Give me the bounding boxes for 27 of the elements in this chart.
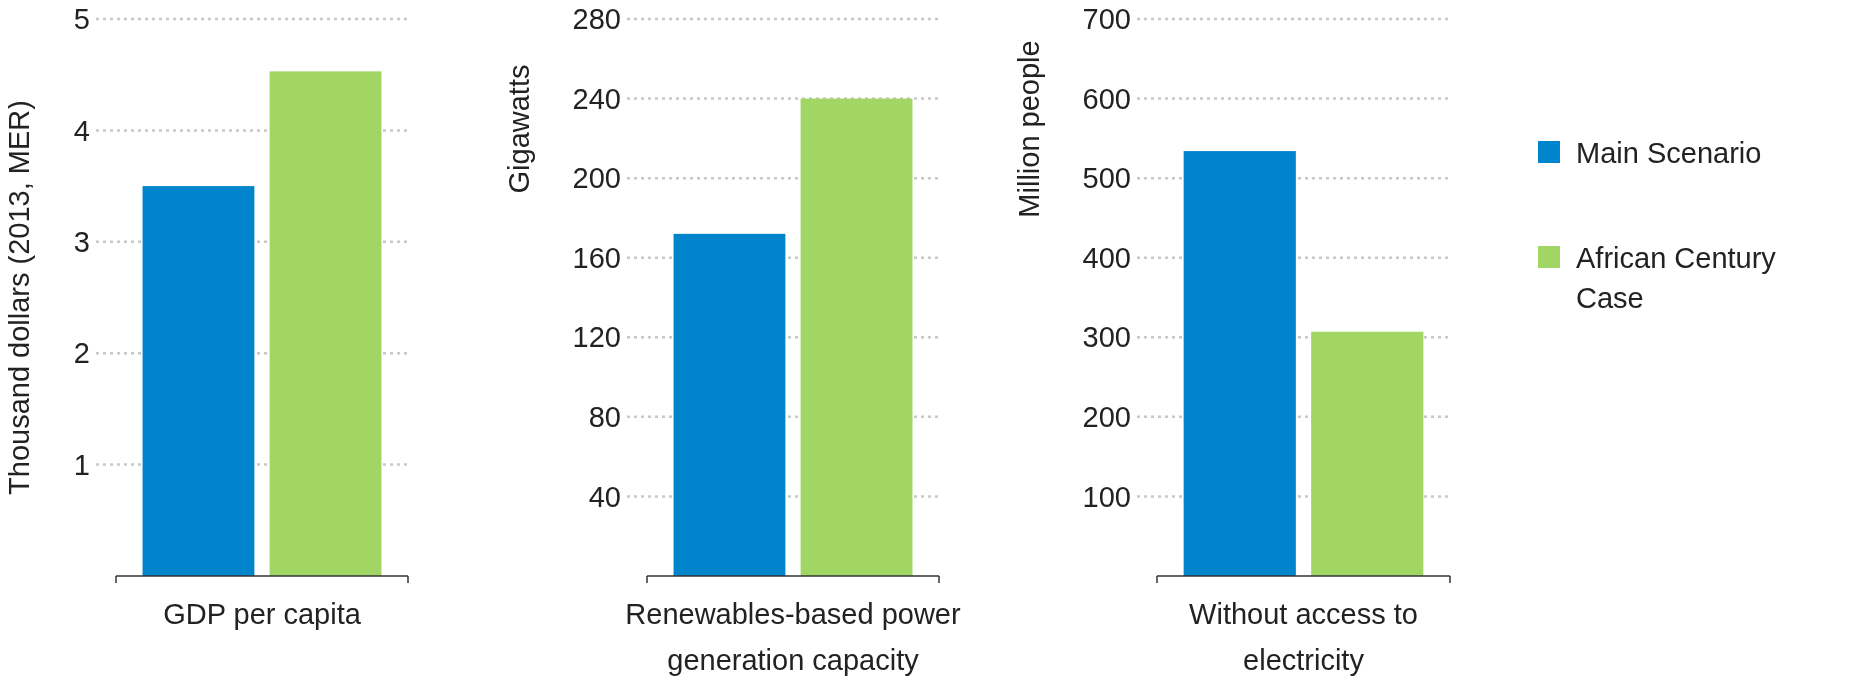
y-tick-label: 2 [73, 337, 90, 370]
y-tick-label: 3 [73, 225, 90, 258]
y-tick-label: 100 [1082, 480, 1131, 513]
y-axis-title: Gigawatts [503, 64, 535, 194]
y-tick-label: 1 [73, 448, 90, 481]
x-tick-label: GDP per capita [163, 598, 362, 630]
y-tick-label: 80 [588, 401, 621, 434]
y-tick-label: 240 [572, 82, 621, 115]
y-tick-label: 600 [1082, 82, 1131, 115]
y-tick-label: 200 [1082, 401, 1131, 434]
y-tick-label: 5 [73, 3, 90, 36]
y-tick-label: 160 [572, 241, 621, 274]
y-tick-label: 300 [1082, 321, 1131, 354]
y-axis-title: Thousand dollars (2013, MER) [3, 100, 35, 495]
y-tick-label: 280 [572, 3, 621, 36]
y-tick-label: 400 [1082, 241, 1131, 274]
y-tick-label: 700 [1082, 3, 1131, 36]
y-axis-title: Million people [1013, 40, 1045, 218]
y-tick-label: 500 [1082, 162, 1131, 195]
legend-label: Main Scenario [1576, 137, 1762, 169]
y-tick-label: 200 [572, 162, 621, 195]
y-tick-label: 4 [73, 114, 90, 147]
x-tick-label: Renewables-based power generation capacity [625, 598, 961, 676]
y-tick-label: 40 [588, 480, 621, 513]
x-tick-label: Without access to electricity [1189, 598, 1418, 676]
legend-label: African Century Case [1576, 242, 1777, 314]
y-tick-label: 120 [572, 321, 621, 354]
